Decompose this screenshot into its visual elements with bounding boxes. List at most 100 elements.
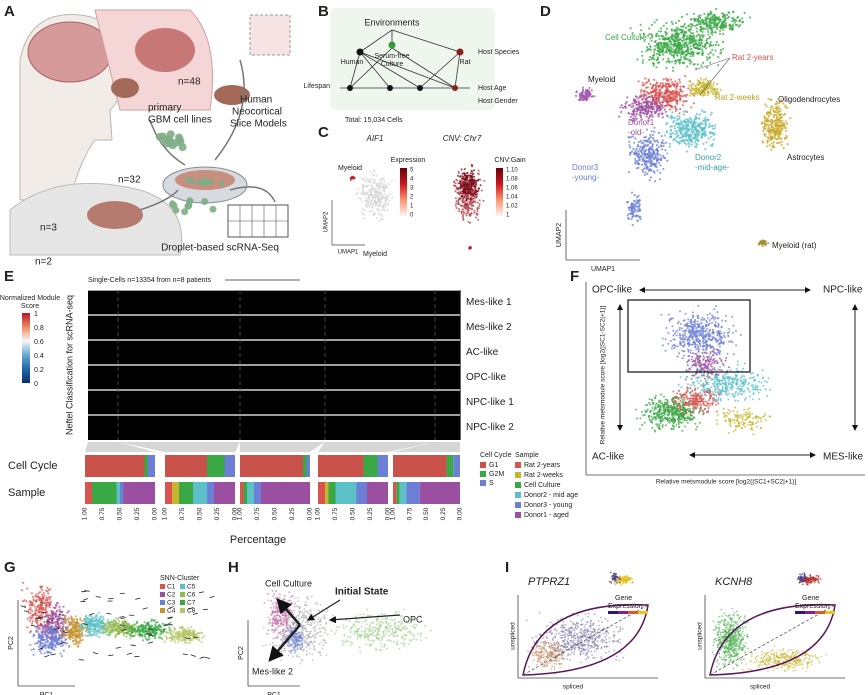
cell-dot xyxy=(705,141,708,144)
heatmap-cell xyxy=(143,365,146,390)
cell-dot xyxy=(454,190,457,193)
cell-dot xyxy=(766,395,769,397)
heatmap-cell xyxy=(168,415,171,440)
cell-dot xyxy=(375,217,378,219)
cell-dot xyxy=(739,19,742,22)
heatmap-cell xyxy=(280,340,284,365)
cell-dot xyxy=(626,214,629,217)
cell-dot xyxy=(377,200,380,202)
heatmap-cell xyxy=(410,365,414,390)
cell-dot xyxy=(633,141,636,144)
heatmap-cell xyxy=(125,290,129,315)
heatmap-cell xyxy=(103,390,106,415)
cell-dot xyxy=(665,131,668,134)
heatmap-cell xyxy=(418,390,421,415)
cell-dot xyxy=(459,192,462,195)
cell-dot xyxy=(675,51,678,54)
heatmap-cell xyxy=(325,390,329,415)
heatmap-cell xyxy=(455,315,459,340)
cell-dot xyxy=(650,87,653,90)
legend-swatch xyxy=(515,472,521,478)
cell-dot xyxy=(701,45,704,48)
cell-dot xyxy=(668,97,671,101)
heatmap-cell xyxy=(278,365,281,390)
cell-dot xyxy=(667,342,670,345)
heatmap-cell xyxy=(295,365,299,390)
cell-dot xyxy=(378,187,381,190)
cell-dot xyxy=(379,201,382,204)
cell-dot xyxy=(675,334,678,337)
cell-dot xyxy=(763,124,767,127)
heatmap-cell xyxy=(200,315,204,340)
cell-dot xyxy=(679,58,682,61)
cell-dot xyxy=(380,198,382,201)
cell-dot xyxy=(636,205,639,208)
cell-cycle-bar xyxy=(85,455,145,477)
cell-dot xyxy=(717,325,720,328)
cell-cycle-bar xyxy=(306,455,310,477)
cell-dot xyxy=(683,127,687,130)
cell-dot xyxy=(669,90,672,93)
cell-dot xyxy=(652,90,656,93)
heatmap-cell xyxy=(188,415,191,440)
cell-dot xyxy=(362,217,365,220)
heatmap-cell xyxy=(285,340,289,365)
heatmap-cell xyxy=(140,415,144,440)
heatmap-cell xyxy=(183,390,186,415)
heatmap-cell xyxy=(450,365,454,390)
cell-dot xyxy=(763,132,767,136)
cell-dot xyxy=(741,17,744,20)
heatmap-cell xyxy=(95,390,99,415)
x-tick-label: 0.75 xyxy=(254,507,261,520)
cell-dot xyxy=(379,196,382,199)
heatmap-cell xyxy=(378,415,381,440)
heatmap-cell xyxy=(240,390,244,415)
heatmap-cell xyxy=(425,365,429,390)
cell-dot xyxy=(684,134,687,137)
cell-dot xyxy=(728,340,731,343)
cell-dot xyxy=(687,50,690,53)
heatmap-cell xyxy=(425,290,429,315)
cell-dot xyxy=(648,159,651,162)
cell-dot xyxy=(640,156,643,159)
cell-dot xyxy=(712,44,715,47)
heatmap-cell xyxy=(108,415,111,440)
heatmap-cell xyxy=(393,415,396,440)
x-tick-label: 0.50 xyxy=(197,507,204,520)
cell-dot xyxy=(712,328,714,331)
colorbar-tick: 0 xyxy=(410,213,414,219)
heatmap-cell xyxy=(243,365,246,390)
cell-dot xyxy=(692,136,695,139)
cell-dot xyxy=(664,338,667,341)
cell-dot xyxy=(698,83,701,86)
legend-swatch xyxy=(515,492,521,498)
colorbar-tick: 1.02 xyxy=(506,204,518,210)
cell-dot xyxy=(749,16,752,19)
cell-dot xyxy=(476,179,479,182)
cell-dot xyxy=(362,208,365,211)
cell-dot xyxy=(645,105,648,108)
heatmap-cell xyxy=(228,315,231,340)
heatmap-cell xyxy=(163,390,166,415)
cell-dot xyxy=(711,314,714,317)
cell-dot xyxy=(472,201,475,204)
cell-dot xyxy=(651,160,654,163)
cell-dot xyxy=(782,114,785,117)
cell-dot xyxy=(462,175,465,178)
heatmap-cell xyxy=(100,340,104,365)
cell-dot xyxy=(695,52,699,55)
heatmap-cell xyxy=(378,290,381,315)
cell-dot xyxy=(679,88,682,91)
heatmap-cell xyxy=(273,390,276,415)
cell-dot xyxy=(457,201,460,204)
cell-dot xyxy=(365,180,368,183)
cell-dot xyxy=(684,41,687,45)
cell-dot xyxy=(669,93,673,96)
heatmap-cell xyxy=(220,315,224,340)
heatmap-cell xyxy=(140,390,144,415)
heatmap-cell xyxy=(230,415,234,440)
heatmap-cell xyxy=(158,315,161,340)
heatmap-cell xyxy=(278,390,281,415)
cell-dot xyxy=(689,334,692,337)
cell-dot xyxy=(630,106,634,109)
